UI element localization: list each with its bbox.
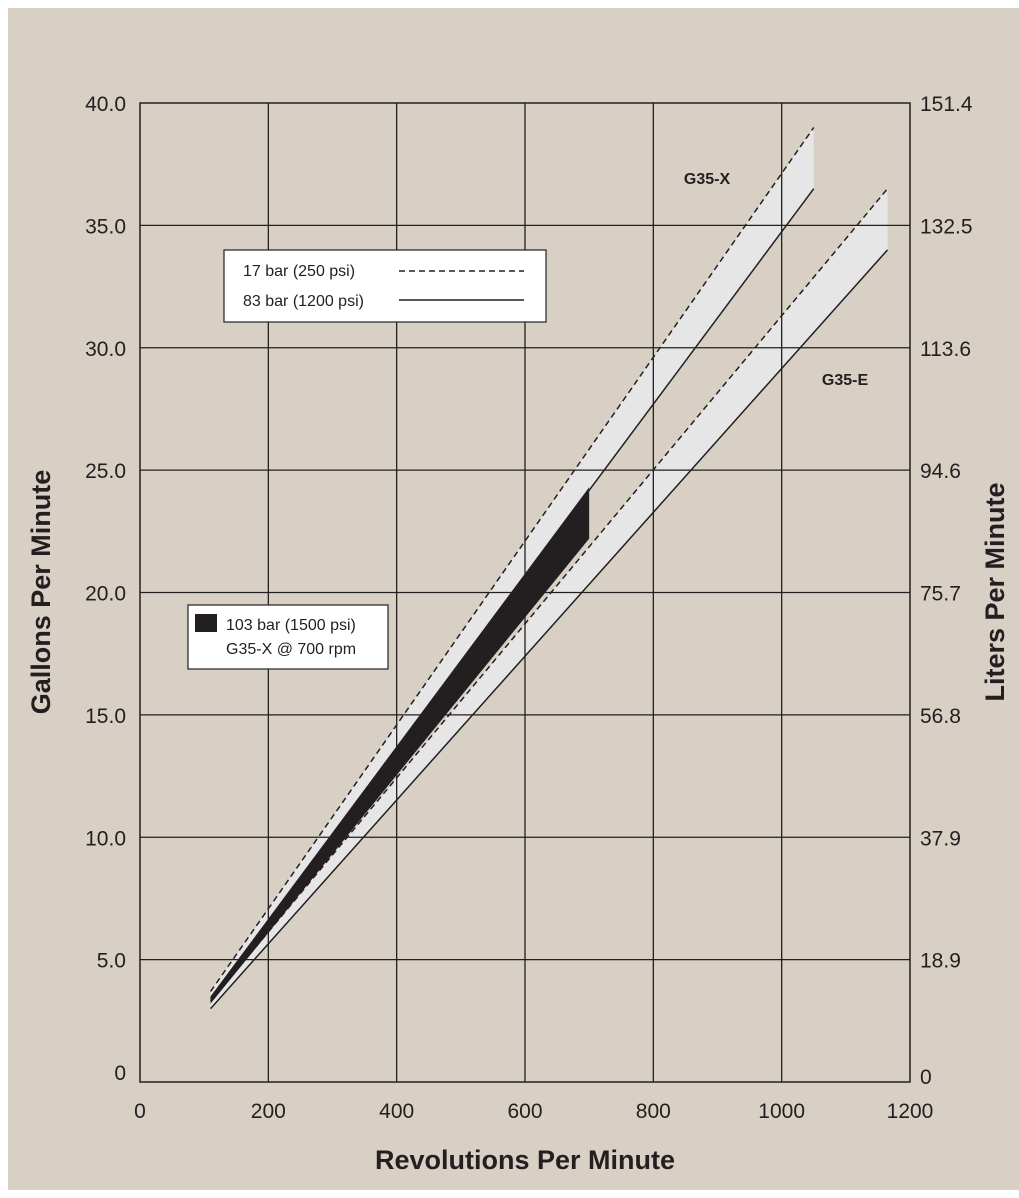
band-g35-e (210, 188, 888, 1009)
legend-box (223, 249, 547, 323)
y-tick-label-right: 18.9 (920, 950, 961, 973)
y-axis-title-right: Liters Per Minute (980, 482, 1010, 701)
legend-item-dashed-label: 17 bar (250 psi) (243, 263, 355, 280)
highlight-region (210, 487, 590, 1004)
highlight-legend-label: 103 bar (1500 psi) (226, 617, 356, 634)
y-tick-label-left: 40.0 (85, 93, 126, 116)
highlight-legend-swatch (195, 614, 217, 632)
y-tick-label-right: 132.5 (920, 215, 973, 238)
highlight-legend: 103 bar (1500 psi) G35-X @ 700 rpm (187, 604, 389, 670)
y-tick-label-right: 113.6 (920, 338, 971, 361)
x-tick-label: 400 (379, 1100, 414, 1123)
y-tick-label-left: 35.0 (85, 215, 126, 238)
x-tick-label: 1200 (887, 1100, 934, 1123)
highlight-wedge-103-bar (210, 487, 590, 1004)
x-tick-label: 200 (251, 1100, 286, 1123)
y-tick-label-left: 10.0 (85, 827, 126, 850)
y-tick-label-right: 0 (920, 1066, 932, 1089)
y-tick-label-right: 94.6 (920, 460, 961, 483)
y-tick-label-left: 0 (114, 1062, 126, 1085)
plot-frame (139, 102, 911, 1083)
x-tick-label: 600 (507, 1100, 542, 1123)
series-label-g35-x: G35-X (684, 171, 731, 188)
y-tick-label-right: 56.8 (920, 705, 961, 728)
y-tick-label-left: 20.0 (85, 583, 126, 606)
flow-bands (210, 127, 888, 1009)
series-line-g35-e-solid (210, 249, 889, 1010)
x-axis-title: Revolutions Per Minute (375, 1145, 675, 1175)
x-tick-label: 1000 (758, 1100, 805, 1123)
series-label-g35-e: G35-E (822, 372, 869, 389)
y-tick-label-left: 15.0 (85, 705, 126, 728)
y-tick-label-left: 5.0 (97, 950, 126, 973)
legend-item-solid-label: 83 bar (1200 psi) (243, 293, 364, 310)
series-line-g35-e-dashed (210, 188, 889, 1002)
series-line-g35-x-dashed (209, 127, 815, 992)
x-ticks: 0 200 400 600 800 1000 1200 (134, 1100, 933, 1123)
y-ticks-right: 0 18.9 37.9 56.8 75.7 94.6 113.6 132.5 151.4 (920, 93, 973, 1089)
y-ticks-left: 0 5.0 10.0 15.0 20.0 25.0 30.0 35.0 40.0 (85, 93, 126, 1085)
highlight-legend-box (187, 604, 389, 670)
highlight-legend-sublabel: G35-X @ 700 rpm (226, 641, 356, 658)
x-tick-label: 0 (134, 1100, 146, 1123)
y-tick-label-right: 75.7 (920, 583, 961, 606)
legend: 17 bar (250 psi) 83 bar (1200 psi) (223, 249, 547, 323)
band-g35-x (210, 127, 814, 999)
y-tick-label-right: 37.9 (920, 827, 961, 850)
y-tick-label-right: 151.4 (920, 93, 973, 116)
y-tick-label-left: 25.0 (85, 460, 126, 483)
y-tick-label-left: 30.0 (85, 338, 126, 361)
x-tick-label: 800 (636, 1100, 671, 1123)
y-axis-title-left: Gallons Per Minute (26, 470, 56, 715)
